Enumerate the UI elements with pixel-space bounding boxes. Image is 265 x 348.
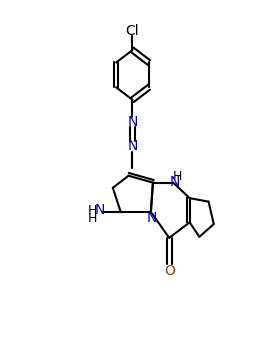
Text: Cl: Cl: [126, 24, 139, 38]
Text: N: N: [95, 203, 105, 217]
Text: H: H: [173, 170, 182, 183]
Text: N: N: [146, 211, 157, 225]
Text: N: N: [127, 140, 138, 153]
Text: H: H: [88, 212, 97, 225]
Text: N: N: [169, 175, 180, 189]
Text: O: O: [164, 264, 175, 278]
Text: H: H: [88, 204, 97, 217]
Text: N: N: [127, 115, 138, 129]
